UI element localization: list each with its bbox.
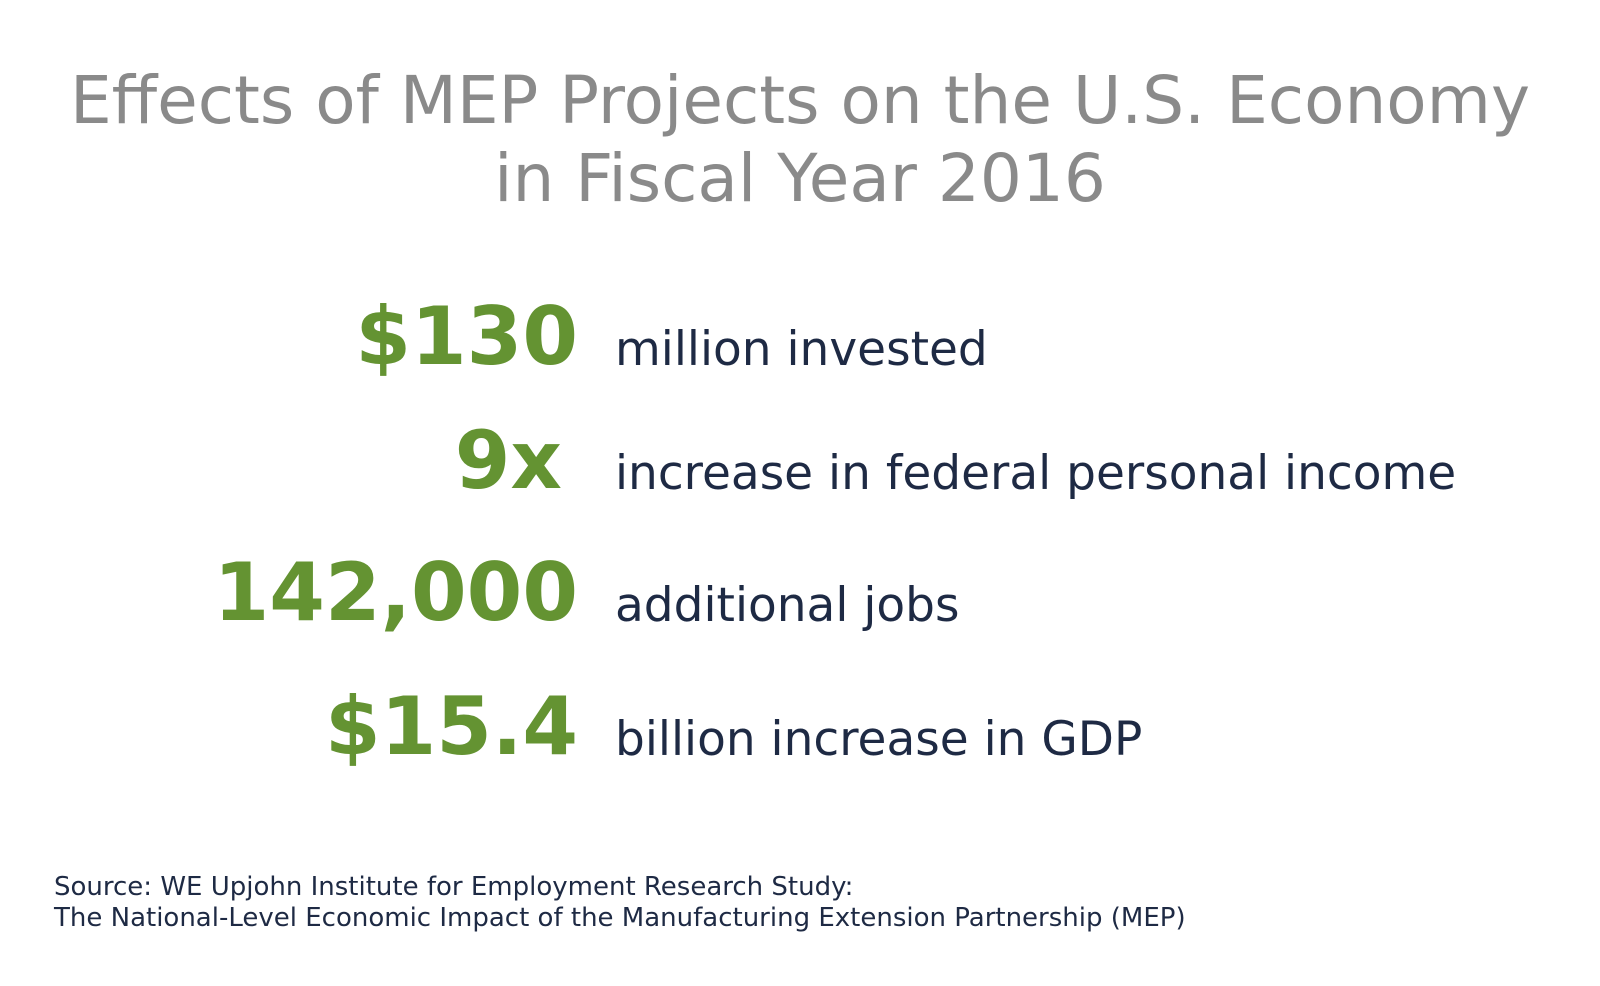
page-title-line-1: Effects of MEP Projects on the U.S. Econ… bbox=[69, 62, 1531, 139]
stat-income-value: 9x bbox=[454, 414, 562, 507]
stat-jobs-description: additional jobs bbox=[615, 578, 960, 633]
source-citation-line-1: Source: WE Upjohn Institute for Employme… bbox=[54, 872, 854, 902]
stat-gdp-description: billion increase in GDP bbox=[615, 712, 1143, 767]
stat-investment-description: million invested bbox=[615, 322, 988, 377]
stat-jobs-value: 142,000 bbox=[213, 546, 578, 639]
stat-gdp-value: $15.4 bbox=[324, 680, 578, 773]
stat-jobs: 142,000 additional jobs bbox=[0, 548, 1600, 638]
stat-investment: $130 million invested bbox=[0, 292, 1600, 382]
stat-income: 9x increase in federal personal income bbox=[0, 416, 1600, 506]
stat-gdp: $15.4 billion increase in GDP bbox=[0, 682, 1600, 772]
stat-investment-value: $130 bbox=[355, 290, 578, 383]
page-title: Effects of MEP Projects on the U.S. Econ… bbox=[0, 62, 1600, 218]
source-citation-line-2: The National-Level Economic Impact of th… bbox=[54, 903, 1186, 933]
stat-income-description: increase in federal personal income bbox=[615, 446, 1457, 501]
page-title-line-2: in Fiscal Year 2016 bbox=[494, 140, 1106, 217]
source-citation: Source: WE Upjohn Institute for Employme… bbox=[54, 872, 1186, 934]
